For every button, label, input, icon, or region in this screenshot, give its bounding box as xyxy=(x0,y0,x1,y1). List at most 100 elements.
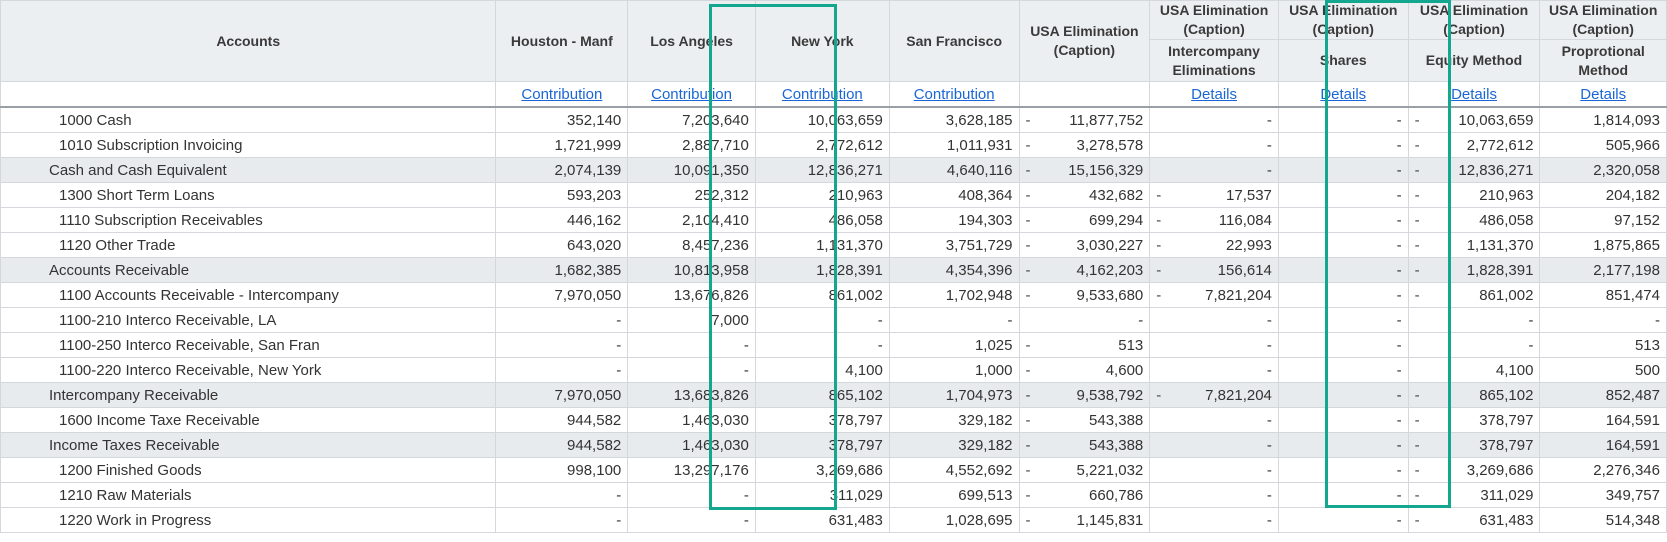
account-name[interactable]: 1110 Subscription Receivables xyxy=(0,207,497,233)
cell-usa-elimination[interactable]: - 660,786 xyxy=(1018,482,1151,508)
contribution-link-new-york[interactable]: Contribution xyxy=(781,85,863,103)
account-name[interactable]: Intercompany Receivable xyxy=(0,382,497,408)
table-row[interactable]: 1210 Raw Materials - -311,029 699,513-660,7… xyxy=(0,482,1667,508)
cell-los-angeles[interactable]: - xyxy=(627,507,756,533)
details-link-intercompany[interactable]: Details xyxy=(1191,85,1238,103)
details-link-shares[interactable]: Details xyxy=(1320,85,1367,103)
cell-los-angeles[interactable]: 1,463,030 xyxy=(627,432,756,458)
cell-new-york[interactable]: 486,058 xyxy=(754,207,890,233)
table-row[interactable]: 1300 Short Term Loans 593,203 252,312 210,9… xyxy=(0,182,1667,208)
cell-new-york[interactable]: 1,131,370 xyxy=(754,232,890,258)
cell-houston[interactable]: 944,582 xyxy=(495,432,629,458)
cell-houston[interactable]: 1,682,385 xyxy=(495,257,629,283)
cell-intercompany[interactable]: - xyxy=(1149,482,1279,508)
cell-los-angeles[interactable]: 7,203,640 xyxy=(627,106,756,133)
cell-usa-elimination[interactable]: - xyxy=(1018,307,1151,333)
cell-shares[interactable]: - xyxy=(1277,157,1409,183)
cell-proportional[interactable]: 505,966 xyxy=(1539,132,1667,158)
cell-proportional[interactable]: 514,348 xyxy=(1539,507,1667,533)
cell-new-york[interactable]: 378,797 xyxy=(754,432,890,458)
col-header-san-francisco[interactable]: San Francisco xyxy=(888,0,1020,82)
cell-los-angeles[interactable]: 1,463,030 xyxy=(627,407,756,433)
cell-usa-elimination[interactable]: - 15,156,329 xyxy=(1018,157,1151,183)
cell-shares[interactable]: - xyxy=(1277,182,1409,208)
cell-houston[interactable]: - xyxy=(495,507,629,533)
account-name[interactable]: 1120 Other Trade xyxy=(0,232,497,258)
cell-shares[interactable]: - xyxy=(1277,257,1409,283)
cell-usa-elimination[interactable]: - 9,533,680 xyxy=(1018,282,1151,308)
cell-proportional[interactable]: 2,276,346 xyxy=(1539,457,1667,483)
table-row[interactable]: 1200 Finished Goods 998,100 13,297,176 3,26… xyxy=(0,457,1667,483)
cell-new-york[interactable]: 865,102 xyxy=(754,382,890,408)
cell-intercompany[interactable]: - xyxy=(1149,132,1279,158)
table-row-subtotal[interactable]: Intercompany Receivable 7,970,050 13,683,8… xyxy=(0,382,1667,408)
cell-los-angeles[interactable]: 13,676,826 xyxy=(627,282,756,308)
cell-proportional[interactable]: 164,591 xyxy=(1539,432,1667,458)
cell-usa-elimination[interactable]: - 543,388 xyxy=(1018,407,1151,433)
cell-proportional[interactable]: 851,474 xyxy=(1539,282,1667,308)
cell-houston[interactable]: 643,020 xyxy=(495,232,629,258)
col-header-equity-method[interactable]: Equity Method xyxy=(1407,39,1541,82)
cell-san-francisco[interactable]: 4,640,116 xyxy=(888,157,1020,183)
cell-proportional[interactable]: 204,182 xyxy=(1539,182,1667,208)
cell-san-francisco[interactable]: 408,364 xyxy=(888,182,1020,208)
table-row[interactable]: 1100 Accounts Receivable - Intercompany 7… xyxy=(0,282,1667,308)
cell-new-york[interactable]: 10,063,659 xyxy=(754,106,890,133)
cell-san-francisco[interactable]: 329,182 xyxy=(888,432,1020,458)
cell-equity-method[interactable]: - xyxy=(1407,332,1541,358)
cell-intercompany[interactable]: - 7,821,204 xyxy=(1149,382,1279,408)
cell-san-francisco[interactable]: 4,354,396 xyxy=(888,257,1020,283)
cell-los-angeles[interactable]: 13,297,176 xyxy=(627,457,756,483)
account-name[interactable]: 1100-250 Interco Receivable, San Fran xyxy=(0,332,497,358)
details-link-proportional[interactable]: Details xyxy=(1580,85,1627,103)
details-link-equity[interactable]: Details xyxy=(1451,85,1497,103)
cell-shares[interactable]: - xyxy=(1277,106,1409,133)
cell-los-angeles[interactable]: 10,091,350 xyxy=(627,157,756,183)
cell-intercompany[interactable]: - xyxy=(1149,457,1279,483)
cell-san-francisco[interactable]: 329,182 xyxy=(888,407,1020,433)
table-row[interactable]: 1220 Work in Progress - -631,483 1,028,695-… xyxy=(0,507,1667,533)
cell-new-york[interactable]: 631,483 xyxy=(754,507,890,533)
cell-new-york[interactable]: 3,269,686 xyxy=(754,457,890,483)
cell-equity-method[interactable]: - 486,058 xyxy=(1407,207,1541,233)
cell-houston[interactable]: 2,074,139 xyxy=(495,157,629,183)
cell-san-francisco[interactable]: 1,028,695 xyxy=(888,507,1020,533)
col-header-accounts[interactable]: Accounts xyxy=(0,0,497,82)
cell-new-york[interactable]: 311,029 xyxy=(754,482,890,508)
cell-new-york[interactable]: - xyxy=(754,332,890,358)
contribution-link-los-angeles[interactable]: Contribution xyxy=(651,85,732,103)
cell-san-francisco[interactable]: - xyxy=(888,307,1020,333)
table-row[interactable]: 1010 Subscription Invoicing 1,721,999 2,88… xyxy=(0,132,1667,158)
cell-usa-elimination[interactable]: - 5,221,032 xyxy=(1018,457,1151,483)
cell-usa-elimination[interactable]: - 11,877,752 xyxy=(1018,106,1151,133)
cell-proportional[interactable]: - xyxy=(1539,307,1667,333)
table-row[interactable]: 1600 Income Taxe Receivable 944,582 1,463,… xyxy=(0,407,1667,433)
cell-usa-elimination[interactable]: - 543,388 xyxy=(1018,432,1151,458)
account-name[interactable]: 1300 Short Term Loans xyxy=(0,182,497,208)
table-row[interactable]: 1100-220 Interco Receivable, New York - - 4… xyxy=(0,357,1667,383)
cell-equity-method[interactable]: - 311,029 xyxy=(1407,482,1541,508)
cell-new-york[interactable]: 2,772,612 xyxy=(754,132,890,158)
cell-equity-method[interactable]: - 210,963 xyxy=(1407,182,1541,208)
cell-intercompany[interactable]: - xyxy=(1149,106,1279,133)
cell-usa-elimination[interactable]: - 3,278,578 xyxy=(1018,132,1151,158)
cell-proportional[interactable]: 349,757 xyxy=(1539,482,1667,508)
cell-houston[interactable]: - xyxy=(495,307,629,333)
cell-shares[interactable]: - xyxy=(1277,207,1409,233)
cell-houston[interactable]: 593,203 xyxy=(495,182,629,208)
col-header-usa-elimination[interactable]: USA Elimination (Caption) xyxy=(1018,0,1151,82)
table-row-subtotal[interactable]: Income Taxes Receivable 944,582 1,463,030 3… xyxy=(0,432,1667,458)
cell-houston[interactable]: 7,970,050 xyxy=(495,382,629,408)
cell-equity-method[interactable]: - 12,836,271 xyxy=(1407,157,1541,183)
cell-intercompany[interactable]: - 7,821,204 xyxy=(1149,282,1279,308)
account-name[interactable]: 1000 Cash xyxy=(0,106,497,133)
cell-los-angeles[interactable]: - xyxy=(627,482,756,508)
cell-proportional[interactable]: 2,320,058 xyxy=(1539,157,1667,183)
account-name[interactable]: 1100-210 Interco Receivable, LA xyxy=(0,307,497,333)
cell-houston[interactable]: 446,162 xyxy=(495,207,629,233)
cell-usa-elimination[interactable]: - 1,145,831 xyxy=(1018,507,1151,533)
account-name[interactable]: Accounts Receivable xyxy=(0,257,497,283)
account-name[interactable]: Income Taxes Receivable xyxy=(0,432,497,458)
cell-shares[interactable]: - xyxy=(1277,407,1409,433)
col-header-usa-elim-ic-top[interactable]: USA Elimination (Caption) xyxy=(1149,0,1279,41)
